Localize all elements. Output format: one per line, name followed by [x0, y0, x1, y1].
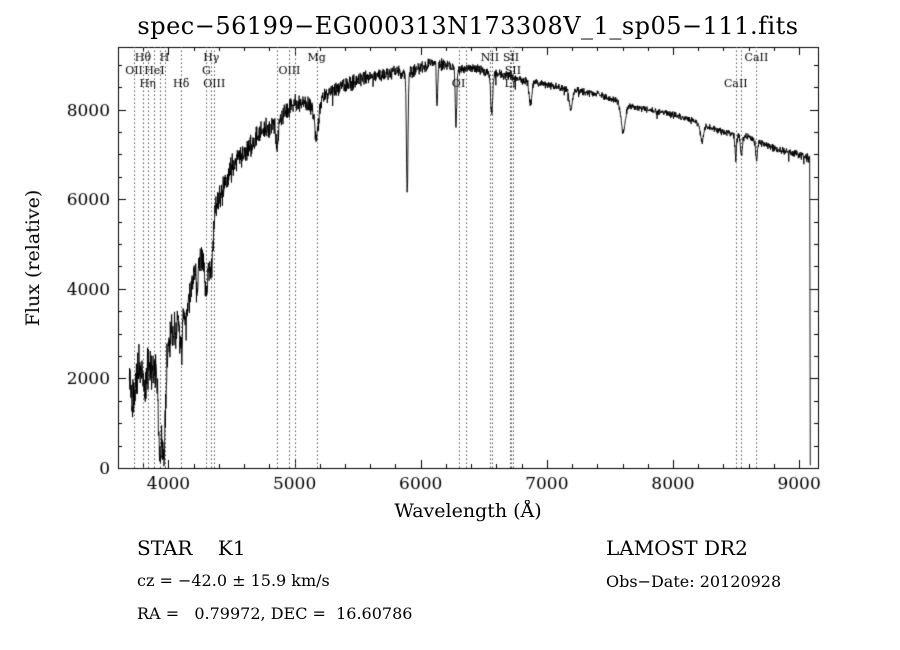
obs-date-text: Obs−Date: 20120928 — [606, 572, 782, 591]
x-axis-label: Wavelength (Å) — [394, 500, 542, 522]
y-axis-label: Flux (relative) — [22, 189, 44, 327]
ra-dec-text: RA = 0.79972, DEC = 16.60786 — [137, 604, 413, 623]
survey-release-text: LAMOST DR2 — [606, 536, 748, 560]
plot-title: spec−56199−EG000313N173308V_1_sp05−111.f… — [137, 12, 799, 40]
object-class-text: STAR K1 — [137, 536, 246, 560]
cz-velocity-text: cz = −42.0 ± 15.9 km/s — [137, 571, 330, 590]
